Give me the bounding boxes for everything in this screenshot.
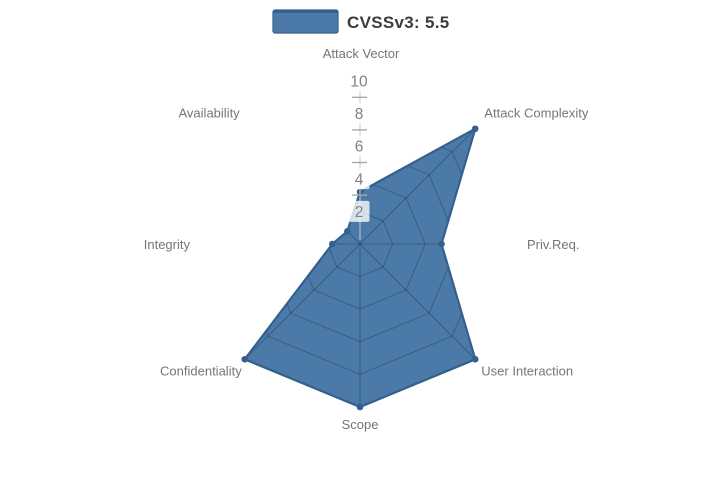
category-label-priv-req: Priv.Req. [527, 237, 580, 252]
radial-tick-box [348, 103, 370, 125]
data-point-marker [328, 240, 336, 248]
data-point-marker [241, 355, 249, 363]
data-point-marker [471, 125, 479, 133]
category-label-user-interaction: User Interaction [481, 363, 573, 378]
data-polygon-fill [244, 128, 476, 407]
legend[interactable]: CVSSv3: 5.5 [272, 9, 450, 34]
radial-tick-box [348, 135, 370, 157]
radial-tick-label: 2 [355, 204, 364, 221]
grid-spoke [244, 243, 361, 360]
radial-tick-box [348, 200, 370, 222]
category-label-scope: Scope [342, 417, 379, 432]
radial-tick-label: 6 [355, 139, 364, 156]
radial-tick-box [344, 70, 374, 92]
data-point-marker [438, 240, 445, 248]
category-label-attack-complexity: Attack Complexity [484, 106, 589, 121]
grid-spoke [359, 243, 476, 360]
legend-label[interactable]: CVSSv3: 5.5 [347, 13, 450, 32]
data-point-marker [471, 355, 479, 363]
data-point-marker [344, 228, 351, 235]
category-label-confidentiality: Confidentiality [160, 363, 242, 378]
radial-tick-box [348, 168, 370, 190]
grid-spoke [244, 128, 361, 245]
radial-tick-label: 4 [355, 171, 364, 188]
category-label-availability: Availability [179, 106, 241, 121]
legend-swatch-outline [272, 9, 339, 34]
legend-swatch[interactable] [273, 10, 338, 33]
data-point-marker [356, 403, 364, 411]
radial-tick-label: 8 [355, 106, 364, 123]
category-label-integrity: Integrity [144, 237, 191, 252]
radar-plot-area: 2 4 6 8 10 Attack Vector Attack Complexity Priv… [144, 46, 589, 432]
category-label-attack-vector: Attack Vector [323, 46, 400, 61]
radial-tick-label: 10 [350, 74, 368, 91]
grid-spoke [359, 128, 476, 245]
